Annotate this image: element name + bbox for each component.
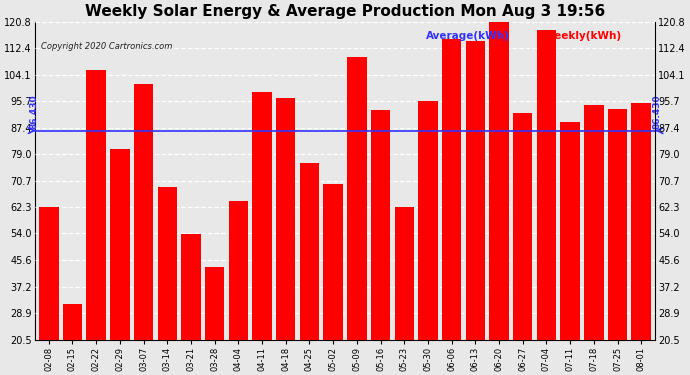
Bar: [276, 98, 295, 340]
Text: 93.168: 93.168: [615, 310, 620, 338]
Text: 53.840: 53.840: [188, 310, 194, 338]
Text: 80.640: 80.640: [117, 310, 123, 338]
Title: Weekly Solar Energy & Average Production Mon Aug 3 19:56: Weekly Solar Energy & Average Production…: [85, 4, 605, 19]
Bar: [513, 112, 533, 340]
Text: 76.360: 76.360: [306, 310, 313, 338]
Bar: [205, 267, 224, 340]
Text: 93.008: 93.008: [377, 310, 384, 338]
Text: 86.430: 86.430: [652, 94, 661, 129]
Text: 89.120: 89.120: [567, 310, 573, 338]
Bar: [608, 109, 627, 340]
Text: 115.240: 115.240: [448, 305, 455, 338]
Text: 96.632: 96.632: [283, 310, 288, 338]
Bar: [324, 184, 343, 340]
Bar: [466, 40, 485, 340]
Bar: [560, 122, 580, 340]
Bar: [63, 304, 82, 340]
Text: Weekly(kWh): Weekly(kWh): [544, 31, 622, 41]
Text: 86.430: 86.430: [30, 94, 39, 129]
Bar: [86, 70, 106, 340]
Text: Copyright 2020 Cartronics.com: Copyright 2020 Cartronics.com: [41, 42, 172, 51]
Text: 95.144: 95.144: [638, 310, 644, 338]
Bar: [489, 22, 509, 340]
Bar: [371, 110, 391, 340]
Text: 31.676: 31.676: [70, 310, 75, 338]
Bar: [157, 187, 177, 340]
Text: 43.372: 43.372: [212, 310, 217, 338]
Bar: [584, 105, 604, 340]
Text: 98.720: 98.720: [259, 310, 265, 338]
Text: 114.828: 114.828: [473, 305, 478, 338]
Bar: [181, 234, 201, 340]
Text: 105.528: 105.528: [93, 305, 99, 338]
Text: 68.668: 68.668: [164, 310, 170, 338]
Text: 120.804: 120.804: [496, 305, 502, 338]
Text: 62.460: 62.460: [46, 310, 52, 338]
Bar: [228, 201, 248, 340]
Text: 101.112: 101.112: [141, 305, 146, 338]
Text: 118.304: 118.304: [544, 305, 549, 338]
Text: Average(kWh): Average(kWh): [426, 31, 509, 41]
Text: 62.320: 62.320: [402, 310, 407, 338]
Text: 64.316: 64.316: [235, 310, 242, 338]
Text: 109.788: 109.788: [354, 305, 360, 338]
Text: 69.548: 69.548: [330, 310, 336, 338]
Bar: [110, 149, 130, 340]
Bar: [39, 207, 59, 340]
Bar: [442, 39, 462, 340]
Bar: [631, 103, 651, 340]
Text: 92.128: 92.128: [520, 310, 526, 338]
Text: 95.920: 95.920: [425, 310, 431, 338]
Text: 94.640: 94.640: [591, 310, 597, 338]
Bar: [134, 84, 153, 340]
Bar: [299, 163, 319, 340]
Bar: [347, 57, 366, 340]
Bar: [253, 92, 272, 340]
Bar: [395, 207, 414, 340]
Bar: [418, 100, 437, 340]
Bar: [537, 30, 556, 340]
